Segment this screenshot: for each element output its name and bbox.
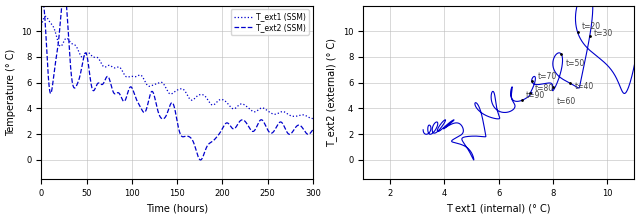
X-axis label: Time (hours): Time (hours) — [146, 203, 208, 214]
T_ext2 (SSM) — [309, 129, 317, 131]
T_ext2 (SSM) — [38, 3, 45, 5]
Text: t=80: t=80 — [534, 85, 554, 94]
T_ext1 (SSM) — [127, 75, 135, 78]
T_ext1 (SSM) — [42, 15, 49, 18]
Legend: T_ext1 (SSM), T_ext2 (SSM): T_ext1 (SSM), T_ext2 (SSM) — [231, 9, 309, 35]
T_ext2 (SSM) — [168, 101, 175, 104]
Text: t=30: t=30 — [594, 29, 613, 38]
T_ext1 (SSM) — [146, 85, 154, 88]
Text: t=20: t=20 — [582, 22, 601, 31]
T_ext1 (SSM) — [309, 117, 317, 120]
T_ext1 (SSM) — [297, 114, 305, 117]
T_ext2 (SSM) — [92, 86, 99, 89]
T_ext1 (SSM) — [38, 24, 45, 27]
X-axis label: T ext1 (internal) (° C): T ext1 (internal) (° C) — [447, 203, 551, 214]
Text: t=90: t=90 — [526, 91, 545, 100]
T_ext1 (SSM) — [92, 56, 99, 58]
T_ext2 (SSM) — [127, 86, 135, 88]
T_ext1 (SSM) — [168, 92, 175, 95]
T_ext2 (SSM) — [196, 159, 204, 161]
Text: t=70: t=70 — [538, 72, 557, 81]
Text: t=50: t=50 — [566, 59, 585, 68]
T_ext2 (SSM) — [146, 96, 154, 98]
Text: t=60: t=60 — [557, 97, 576, 106]
T_ext2 (SSM) — [202, 147, 210, 149]
T_ext1 (SSM) — [202, 96, 210, 99]
T_ext2 (SSM) — [297, 125, 305, 127]
Y-axis label: T_ext2 (external) (° C): T_ext2 (external) (° C) — [326, 38, 337, 147]
Y-axis label: Temperature (° C): Temperature (° C) — [6, 49, 15, 136]
Line: T_ext2 (SSM): T_ext2 (SSM) — [42, 0, 313, 160]
Line: T_ext1 (SSM): T_ext1 (SSM) — [42, 16, 313, 118]
Text: t=40: t=40 — [575, 82, 594, 91]
